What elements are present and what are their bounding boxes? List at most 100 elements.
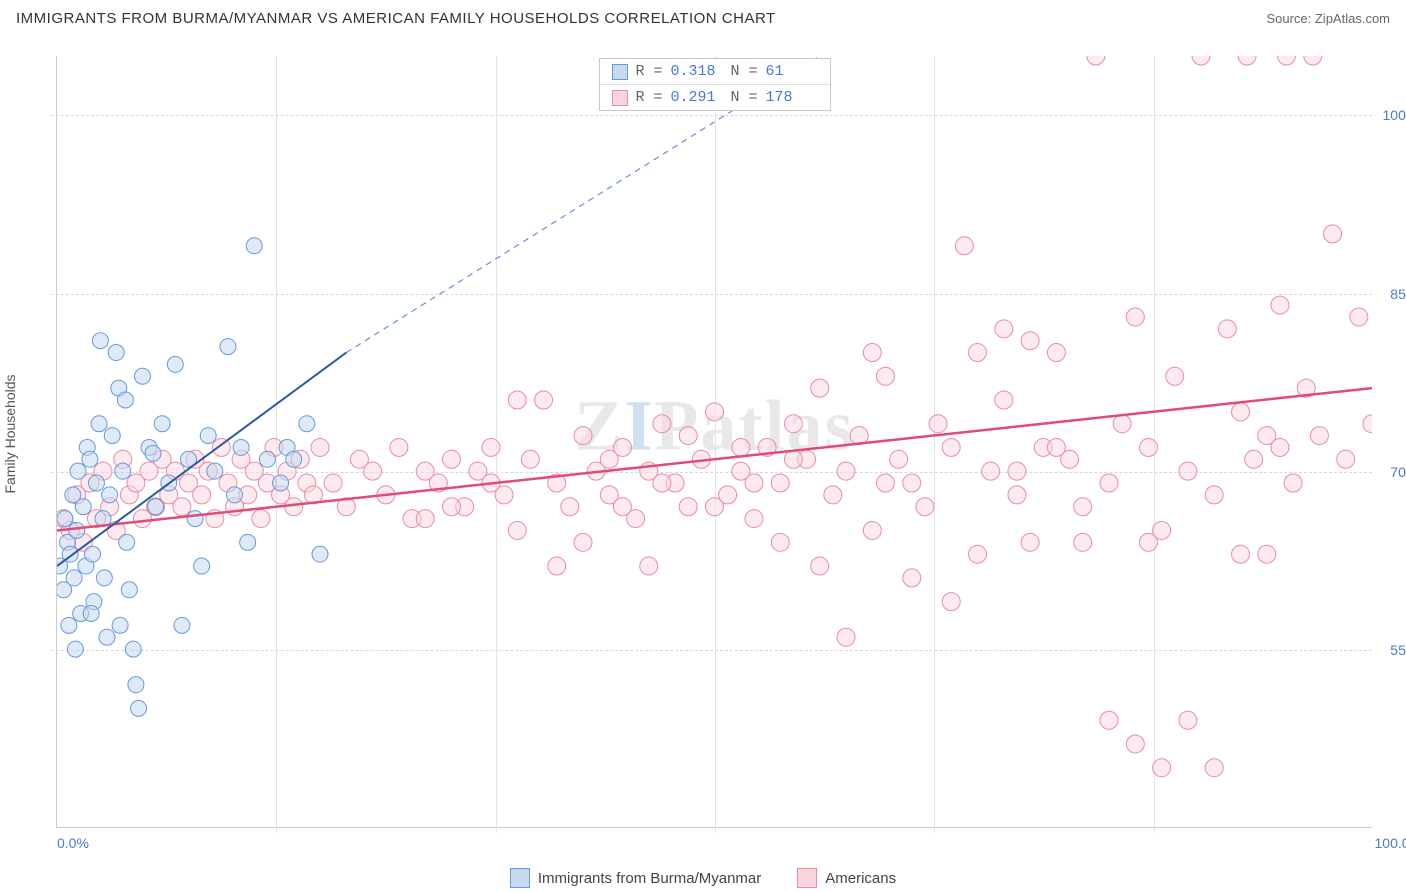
- series2-point: [390, 438, 408, 456]
- x-tick-start: 0.0%: [57, 835, 89, 851]
- series2-point: [1139, 533, 1157, 551]
- series2-point: [863, 521, 881, 539]
- series2-point: [903, 474, 921, 492]
- series2-point: [1271, 438, 1289, 456]
- series1-point: [200, 428, 216, 444]
- series2-point: [916, 498, 934, 516]
- series1-point: [57, 511, 73, 527]
- y-tick-label: 100.0%: [1383, 107, 1406, 123]
- series2-point: [1113, 415, 1131, 433]
- y-axis-label: Family Households: [2, 374, 18, 493]
- series2-point: [653, 415, 671, 433]
- series2-point: [1008, 486, 1026, 504]
- series2-point: [771, 533, 789, 551]
- series2-point: [173, 498, 191, 516]
- series2-point: [1192, 56, 1210, 65]
- series2-point: [1258, 545, 1276, 563]
- series2-point: [535, 391, 553, 409]
- series2-point: [1047, 344, 1065, 362]
- series1-point: [99, 629, 115, 645]
- series2-point: [1271, 296, 1289, 314]
- source-label: Source: ZipAtlas.com: [1266, 11, 1390, 26]
- series2-point: [745, 474, 763, 492]
- n-label-1: N =: [731, 63, 758, 80]
- correlation-box: R = 0.318 N = 61 R = 0.291 N = 178: [598, 58, 830, 111]
- series2-point: [837, 628, 855, 646]
- series1-point: [286, 451, 302, 467]
- series2-point: [1100, 711, 1118, 729]
- series2-point: [1087, 56, 1105, 65]
- series2-point: [706, 403, 724, 421]
- series2-point: [771, 474, 789, 492]
- bottom-legend: Immigrants from Burma/Myanmar Americans: [0, 868, 1406, 888]
- series2-point: [876, 474, 894, 492]
- legend-label-series2: Americans: [825, 870, 896, 887]
- scatter-svg: [57, 56, 1372, 827]
- series2-point: [1245, 450, 1263, 468]
- series2-point: [561, 498, 579, 516]
- series1-point: [66, 570, 82, 586]
- series2-point: [1205, 759, 1223, 777]
- series2-point: [982, 462, 1000, 480]
- series1-point: [128, 677, 144, 693]
- legend-item-series2: Americans: [797, 868, 896, 888]
- series1-point: [220, 339, 236, 355]
- series2-point: [903, 569, 921, 587]
- series2-point: [732, 438, 750, 456]
- plot-area: ZIPatlas 55.0%70.0%85.0%100.0% R = 0.318…: [56, 56, 1372, 828]
- series1-point: [273, 475, 289, 491]
- n-label-2: N =: [731, 89, 758, 106]
- series2-point: [1074, 533, 1092, 551]
- series2-point: [706, 498, 724, 516]
- r-row-series1: R = 0.318 N = 61: [599, 59, 829, 84]
- series2-point: [1008, 462, 1026, 480]
- y-tick-label: 85.0%: [1390, 286, 1406, 302]
- series1-point: [112, 617, 128, 633]
- series1-point: [145, 445, 161, 461]
- series2-point: [1205, 486, 1223, 504]
- series2-point: [1218, 320, 1236, 338]
- n-value-2: 178: [766, 89, 818, 106]
- series2-point: [508, 521, 526, 539]
- series2-point: [784, 450, 802, 468]
- series2-point: [824, 486, 842, 504]
- series2-point: [995, 391, 1013, 409]
- swatch-blue-icon: [611, 64, 627, 80]
- series2-point: [548, 557, 566, 575]
- series2-point: [942, 593, 960, 611]
- series1-point: [240, 534, 256, 550]
- series1-point: [154, 416, 170, 432]
- series2-point: [324, 474, 342, 492]
- series2-point: [784, 415, 802, 433]
- legend-swatch-pink-icon: [797, 868, 817, 888]
- series2-point: [955, 237, 973, 255]
- series1-point: [104, 428, 120, 444]
- series1-point: [131, 700, 147, 716]
- r-row-series2: R = 0.291 N = 178: [599, 84, 829, 110]
- series2-point: [311, 438, 329, 456]
- series2-point: [969, 545, 987, 563]
- series1-point: [167, 356, 183, 372]
- series2-point: [1100, 474, 1118, 492]
- series1-point: [96, 570, 112, 586]
- series1-point: [75, 499, 91, 515]
- legend-item-series1: Immigrants from Burma/Myanmar: [510, 868, 761, 888]
- series1-point: [117, 392, 133, 408]
- series2-point: [1021, 332, 1039, 350]
- series1-point: [312, 546, 328, 562]
- y-tick-label: 70.0%: [1390, 464, 1406, 480]
- series1-point: [148, 499, 164, 515]
- series2-point: [811, 557, 829, 575]
- series1-point: [227, 487, 243, 503]
- legend-label-series1: Immigrants from Burma/Myanmar: [538, 870, 761, 887]
- series2-point: [364, 462, 382, 480]
- series1-point: [67, 641, 83, 657]
- legend-swatch-blue-icon: [510, 868, 530, 888]
- series1-point: [91, 416, 107, 432]
- series1-point: [119, 534, 135, 550]
- series2-point: [837, 462, 855, 480]
- series2-point: [1126, 735, 1144, 753]
- series1-point: [194, 558, 210, 574]
- series2-point: [969, 344, 987, 362]
- chart-container: Family Households ZIPatlas 55.0%70.0%85.…: [16, 38, 1390, 830]
